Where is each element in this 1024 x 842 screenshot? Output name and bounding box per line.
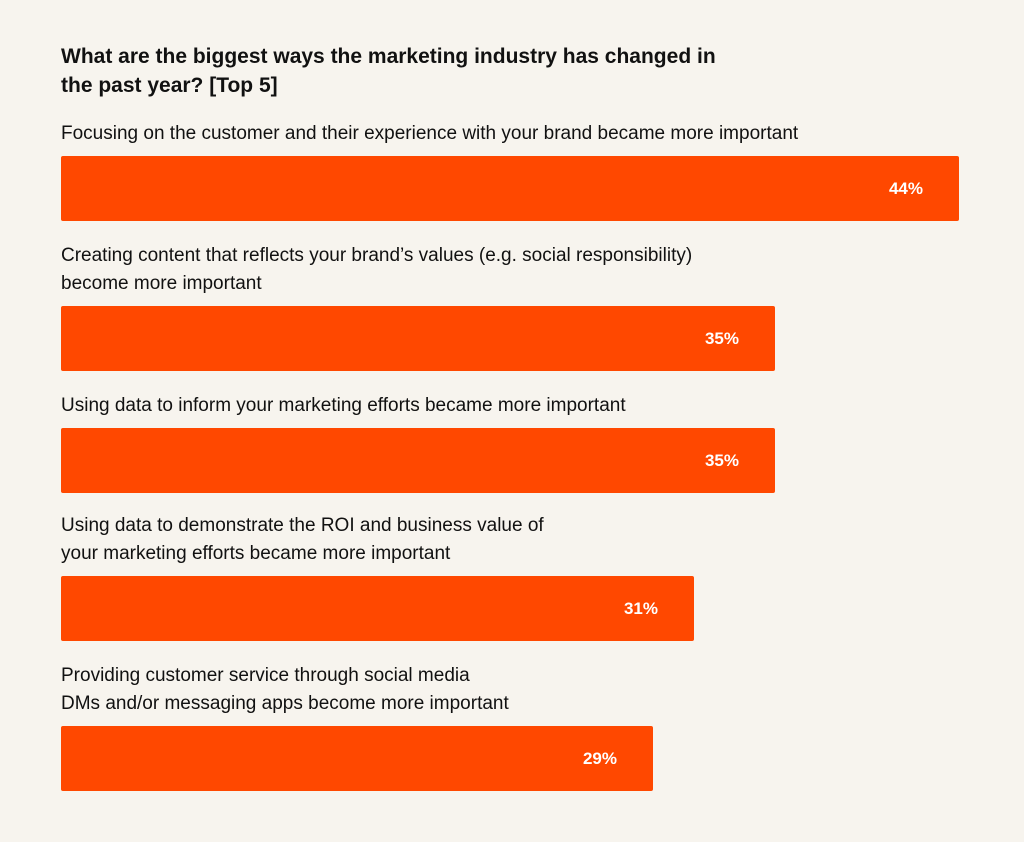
bar-value-label: 31%: [623, 599, 658, 618]
bar-value-label: 29%: [582, 749, 617, 768]
category-label: Using data to demonstrate the ROI and bu…: [61, 515, 544, 564]
bar: 35%: [61, 428, 775, 493]
category-label: Providing customer service through socia…: [61, 665, 509, 714]
category-label: Focusing on the customer and their exper…: [61, 123, 799, 144]
bar-value-label: 35%: [704, 451, 739, 470]
chart-container: What are the biggest ways the marketing …: [61, 42, 981, 812]
bar-value-label: 44%: [888, 179, 923, 198]
bar: 35%: [61, 306, 775, 371]
category-label: Using data to inform your marketing effo…: [61, 395, 626, 416]
chart-title: What are the biggest ways the marketing …: [61, 45, 716, 97]
bar: 29%: [61, 726, 653, 791]
category-label: Creating content that reflects your bran…: [61, 245, 693, 294]
bar: 31%: [61, 576, 694, 641]
bar: 44%: [61, 156, 959, 221]
bar-value-label: 35%: [704, 329, 739, 348]
